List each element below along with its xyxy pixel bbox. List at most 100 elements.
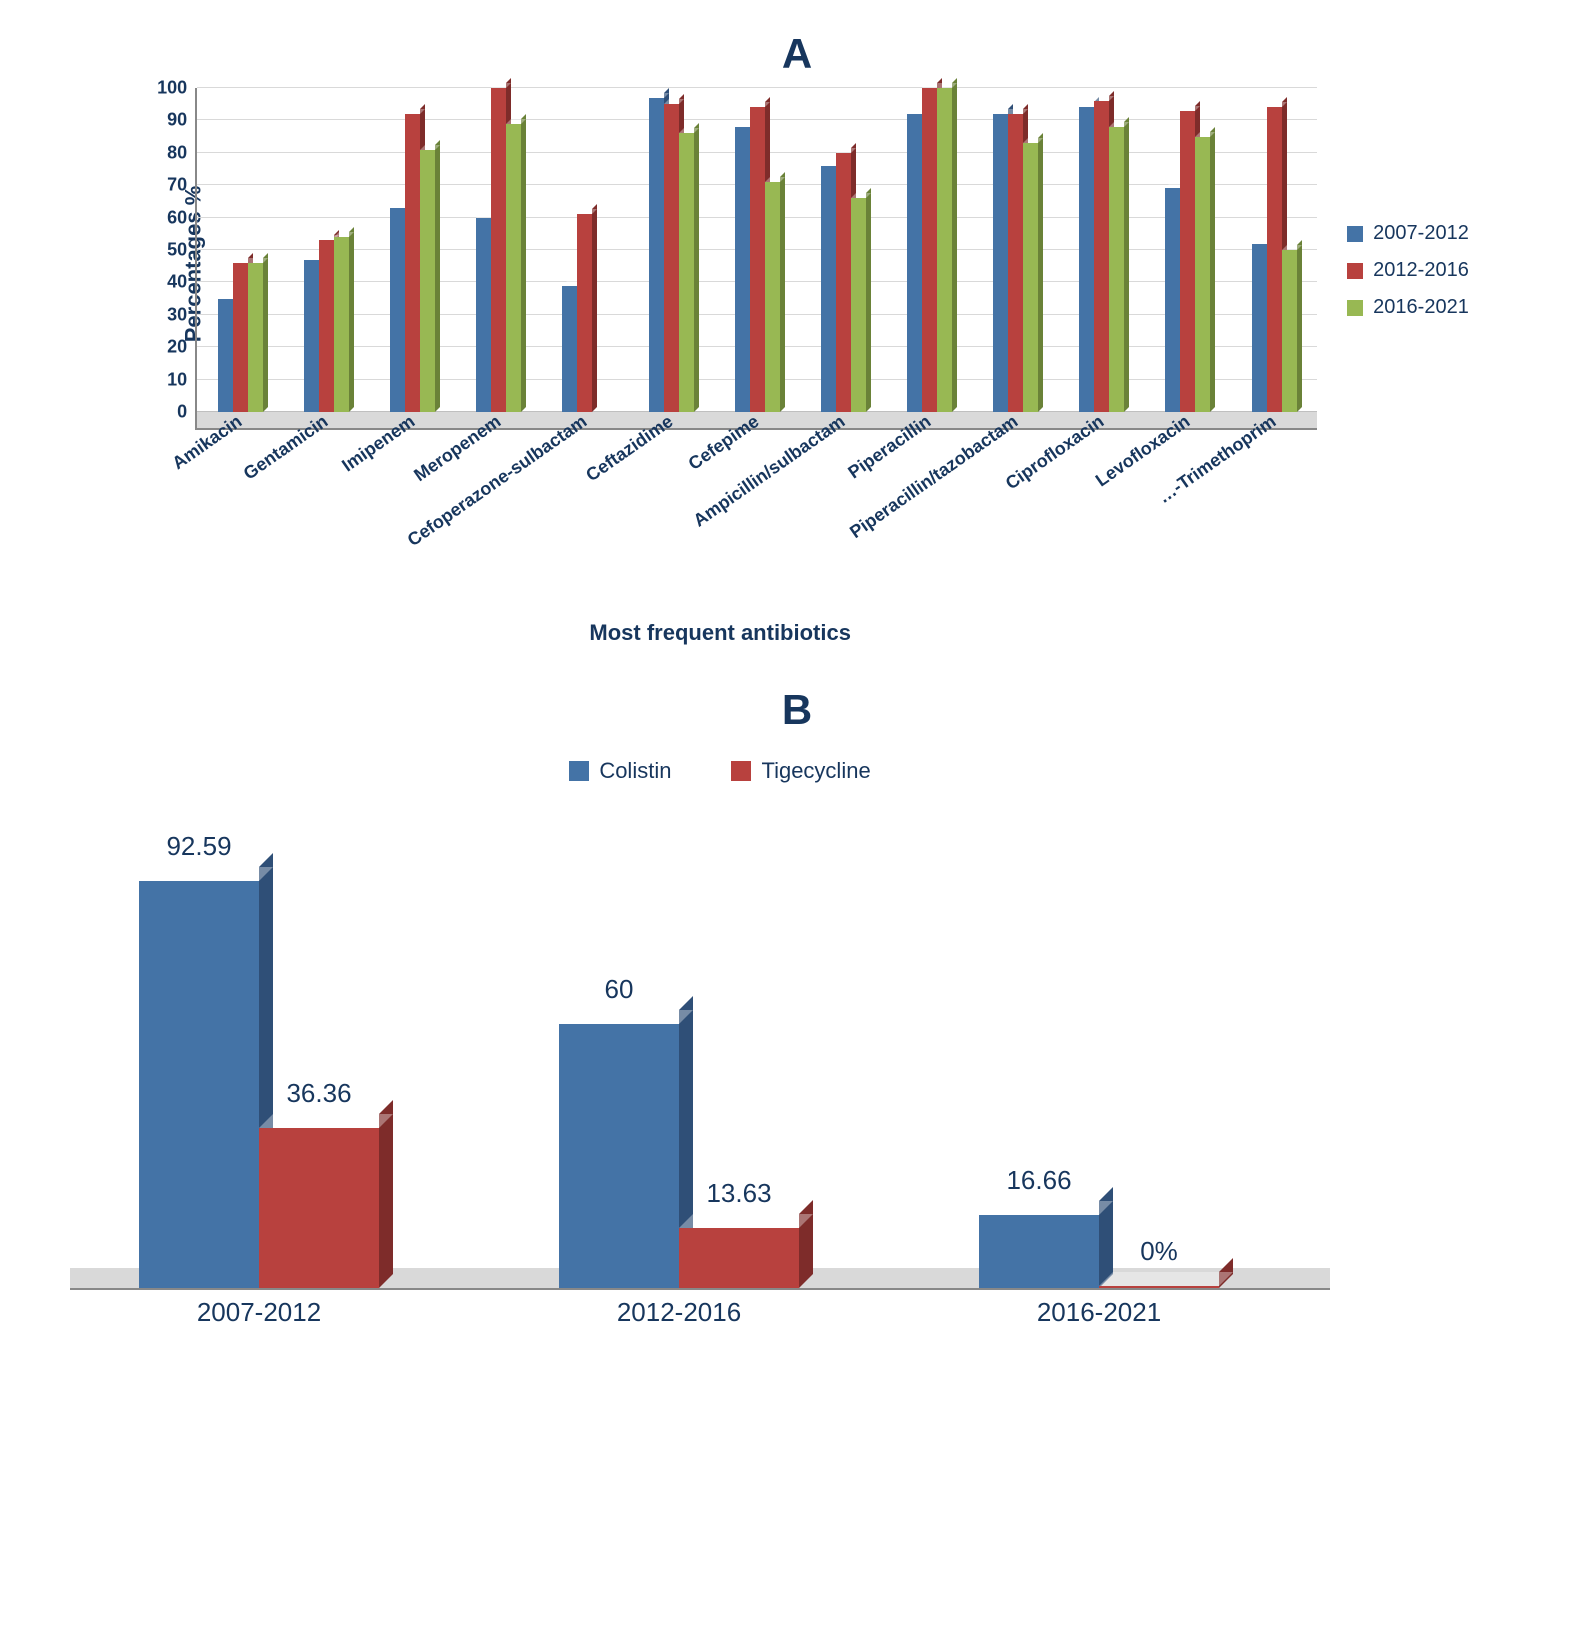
chart-b-bar: 92.59 [139, 881, 259, 1288]
chart-a-bar [1165, 188, 1180, 412]
chart-a-container: Percentages % 0102030405060708090100Amik… [30, 88, 1564, 646]
chart-a-ytick-label: 40 [147, 272, 187, 293]
chart-a-bar-group: Gentamicin [304, 237, 349, 412]
chart-b-value-label: 92.59 [166, 831, 231, 862]
chart-a-bar [1008, 114, 1023, 412]
chart-a-bar-group: Trimethoprim-… [1252, 107, 1297, 412]
chart-a-ytick-label: 90 [147, 110, 187, 131]
chart-a-bar [304, 260, 319, 412]
chart-b-value-label: 13.63 [706, 1178, 771, 1209]
chart-a-bar [937, 88, 952, 412]
chart-a-bar [248, 263, 263, 412]
legend-label: Colistin [599, 758, 671, 784]
legend-label: 2012-2016 [1373, 259, 1469, 282]
chart-a-ytick-label: 20 [147, 337, 187, 358]
chart-a-bar [1094, 101, 1109, 412]
chart-a-bar [1079, 107, 1094, 412]
chart-a-bar [476, 218, 491, 412]
chart-b-bar: 13.63 [679, 1228, 799, 1288]
chart-a-legend: 2007-2012 2012-2016 2016-2021 [1347, 208, 1469, 333]
chart-a-bar [420, 150, 435, 412]
chart-a-bar [218, 299, 233, 412]
chart-a-bar [851, 198, 866, 412]
chart-a: Percentages % 0102030405060708090100Amik… [125, 88, 1317, 440]
chart-a-bar [765, 182, 780, 412]
chart-a-ytick-label: 100 [147, 78, 187, 99]
chart-a-bar [562, 286, 577, 412]
chart-a-bar [922, 88, 937, 412]
chart-a-ytick-label: 60 [147, 207, 187, 228]
chart-a-bar [405, 114, 420, 412]
chart-a-bar-group: Ciprofloxacin [1079, 101, 1124, 412]
chart-a-bar [1195, 137, 1210, 412]
chart-a-bar-group: Levofloxacin [1165, 111, 1210, 412]
chart-a-bar-group: Amikacin [218, 263, 263, 412]
chart-a-bar-group: Cefepime [735, 107, 780, 412]
chart-b-bar: 0% [1099, 1286, 1219, 1288]
chart-b-category-label: 2016-2021 [1037, 1297, 1161, 1328]
legend-swatch [569, 761, 589, 781]
chart-a-bar-group: Ceftazidime [649, 98, 694, 412]
chart-a-bar [506, 124, 521, 412]
legend-label: 2016-2021 [1373, 296, 1469, 319]
chart-b-value-label: 36.36 [286, 1078, 351, 1109]
chart-a-bar-group: Meropenem [476, 88, 521, 412]
legend-item: Tigecycline [731, 758, 870, 784]
chart-a-bar [1109, 127, 1124, 412]
chart-b-category-label: 2012-2016 [617, 1297, 741, 1328]
legend-label: 2007-2012 [1373, 222, 1469, 245]
chart-a-bar [319, 240, 334, 412]
chart-b-bar-group: 6013.63 [559, 1024, 799, 1288]
chart-a-bar [1180, 111, 1195, 412]
chart-a-bar [334, 237, 349, 412]
chart-a-bar [907, 114, 922, 412]
panel-b-title: B [30, 686, 1564, 734]
legend-swatch [1347, 226, 1363, 242]
chart-a-ytick-label: 50 [147, 240, 187, 261]
chart-a-bar-group: Ampicillin/sulbactam [821, 153, 866, 412]
chart-a-ytick-label: 80 [147, 142, 187, 163]
chart-a-ytick-label: 0 [147, 402, 187, 423]
chart-a-plot-area: 0102030405060708090100AmikacinGentamicin… [195, 88, 1317, 430]
legend-swatch [1347, 300, 1363, 316]
chart-a-bar [390, 208, 405, 412]
chart-a-ytick-label: 70 [147, 175, 187, 196]
chart-a-bar-group: Imipenem [390, 114, 435, 412]
chart-b-value-label: 16.66 [1006, 1165, 1071, 1196]
chart-a-bar [233, 263, 248, 412]
chart-a-bar [664, 104, 679, 412]
chart-a-bar-group: Cefoperazone-sulbactam [562, 214, 607, 412]
chart-a-bar [821, 166, 836, 412]
chart-a-x-axis-label: Most frequent antibiotics [125, 620, 1315, 646]
legend-item: 2016-2021 [1347, 296, 1469, 319]
chart-a-left: Percentages % 0102030405060708090100Amik… [125, 88, 1317, 646]
legend-swatch [1347, 263, 1363, 279]
chart-a-bar-group: Piperacillin/tazobactam [993, 114, 1038, 412]
chart-a-ytick-label: 30 [147, 304, 187, 325]
chart-b-legend: Colistin Tigecycline [70, 744, 1370, 798]
legend-swatch [731, 761, 751, 781]
chart-a-bar-group: Piperacillin [907, 88, 952, 412]
chart-a-bar [679, 133, 694, 412]
chart-a-bar [836, 153, 851, 412]
chart-b-plot-area: 92.5936.362007-20126013.632012-201616.66… [70, 828, 1330, 1290]
chart-b-bar-group: 16.660% [979, 1215, 1219, 1288]
chart-a-gridline [197, 87, 1317, 88]
chart-b-container: ColistinTigecycline 92.5936.362007-20126… [70, 744, 1370, 1290]
chart-a-bar [1023, 143, 1038, 412]
chart-a-bar [491, 88, 506, 412]
legend-label: Tigecycline [761, 758, 870, 784]
chart-a-bar [1282, 250, 1297, 412]
chart-b-value-label: 60 [605, 974, 634, 1005]
chart-b-bar: 36.36 [259, 1128, 379, 1288]
chart-a-bar [735, 127, 750, 412]
legend-item: Colistin [569, 758, 671, 784]
chart-b-value-label: 0% [1140, 1236, 1178, 1267]
chart-b-bar-group: 92.5936.36 [139, 881, 379, 1288]
legend-item: 2007-2012 [1347, 222, 1469, 245]
chart-a-bar [1252, 244, 1267, 412]
panel-a-title: A [30, 30, 1564, 78]
chart-b-category-label: 2007-2012 [197, 1297, 321, 1328]
chart-a-bar [750, 107, 765, 412]
legend-item: 2012-2016 [1347, 259, 1469, 282]
